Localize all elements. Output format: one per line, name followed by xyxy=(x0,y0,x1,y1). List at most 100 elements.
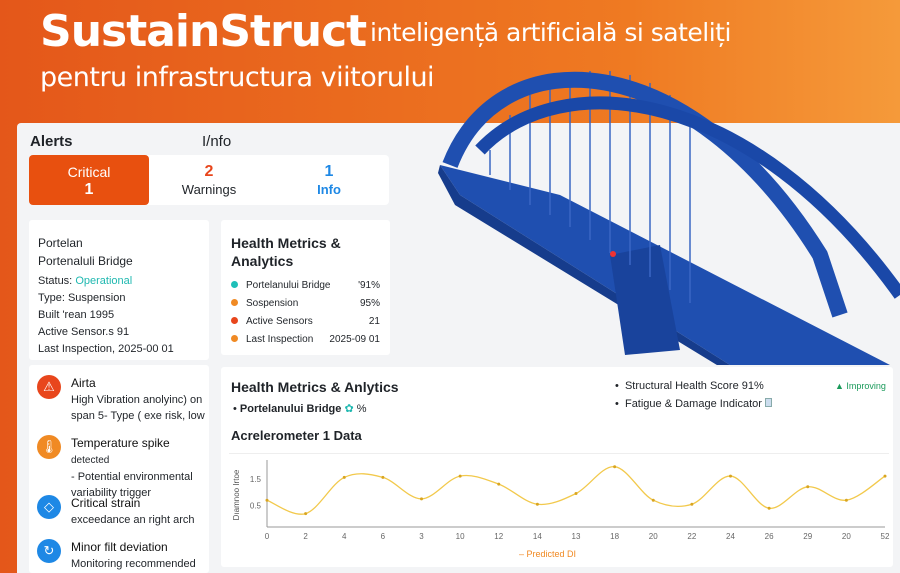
tab-count: 1 xyxy=(84,181,94,198)
x-tick-label: 6 xyxy=(381,532,386,541)
series-line xyxy=(266,466,886,515)
data-point xyxy=(729,474,732,478)
alert-tabs: Critical 1 2 Warnings 1 Info xyxy=(29,155,389,205)
y-tick-label: 0.5 xyxy=(250,502,262,511)
x-tick-label: 18 xyxy=(610,532,619,541)
x-tick-label: 14 xyxy=(533,532,542,541)
x-tick-label: 20 xyxy=(842,532,851,541)
tab-info[interactable]: 1 Info xyxy=(269,155,389,205)
metric-label: Portelanului Bridge xyxy=(246,280,331,291)
tab-warnings[interactable]: 2 Warnings xyxy=(149,155,269,205)
analytics-bridge: Portelanului Bridge xyxy=(239,403,342,415)
app-title: SustainStruct xyxy=(40,6,367,57)
thermometer-icon: 🌡 xyxy=(37,435,61,459)
status-dot-icon xyxy=(231,335,238,342)
x-tick-label: 4 xyxy=(342,532,347,541)
app-subtitle-2: pentru infrastructura viitorului xyxy=(40,62,435,93)
alert-title-suffix: detected xyxy=(71,455,110,466)
metric-row: Sospension xyxy=(231,298,298,309)
metric-row: Last Inspection xyxy=(231,334,313,345)
analytics-title: Health Metrics & Anlytics xyxy=(231,379,399,395)
data-point xyxy=(574,492,578,495)
alert-title: Airta xyxy=(71,376,96,390)
alerts-heading: Alerts xyxy=(30,133,73,150)
tab-label: Info xyxy=(317,182,341,197)
metric-value: 2025-09 01 xyxy=(329,334,380,345)
y-tick-label: 1.5 xyxy=(250,475,262,484)
strain-icon: ◇ xyxy=(37,495,61,519)
fatigue-indicator: Fatigue & Damage Indicator xyxy=(624,398,762,410)
y-axis-label: Dıamnoo Irtoe xyxy=(232,469,241,520)
metric-value: '91% xyxy=(358,280,380,291)
data-point xyxy=(342,475,346,479)
card-title: Health Metrics & Analytics xyxy=(231,235,341,269)
bridge-3d-illustration xyxy=(438,71,900,365)
award-icon: ✿ xyxy=(344,403,354,415)
data-point xyxy=(458,474,462,478)
x-tick-label: 13 xyxy=(572,532,581,541)
x-tick-label: 3 xyxy=(419,532,424,541)
analytics-card: Health Metrics & Anlytics • Portelanului… xyxy=(221,367,893,567)
data-point xyxy=(497,482,501,486)
x-tick-label: 52 xyxy=(881,532,890,541)
x-tick-label: 12 xyxy=(494,532,503,541)
data-point xyxy=(304,512,308,516)
chart-legend: – Predicted DI xyxy=(519,549,577,559)
status-label: Status: xyxy=(38,275,73,287)
bridge-info-card: Portelan Portenaluli Bridge Status: Oper… xyxy=(29,220,209,360)
data-point xyxy=(613,465,617,469)
data-point xyxy=(535,502,539,506)
data-point xyxy=(883,474,887,478)
status-dot-icon xyxy=(231,281,238,288)
refresh-icon: ↻ xyxy=(37,539,61,563)
x-tick-label: 22 xyxy=(687,532,696,541)
alert-title: Critical strain xyxy=(71,496,141,510)
health-score: Structural Health Score 91% xyxy=(624,380,764,392)
x-tick-label: 20 xyxy=(649,532,658,541)
metric-label: Sospension xyxy=(246,298,299,309)
tab-count: 1 xyxy=(324,163,334,180)
indicator-box-icon xyxy=(765,398,772,407)
alert-text: Monitoring recommended xyxy=(71,558,196,570)
x-tick-label: 10 xyxy=(456,532,465,541)
x-tick-label: 29 xyxy=(803,532,812,541)
sensor-marker xyxy=(610,251,616,257)
data-point xyxy=(844,498,848,502)
bridge-name: Portelan xyxy=(38,236,83,250)
chart-title: Acrelerometer 1 Data xyxy=(231,428,362,443)
health-metrics-card: Health Metrics & Analytics Portelanului … xyxy=(221,220,390,355)
status-badge: Operational xyxy=(75,275,133,287)
tab-critical[interactable]: Critical 1 xyxy=(29,155,149,205)
status-dot-icon xyxy=(231,317,238,324)
bridge-inspection: Last Inspection, 2025-00 01 xyxy=(38,343,174,355)
warning-icon: ⚠ xyxy=(37,375,61,399)
x-tick-label: 24 xyxy=(726,532,735,541)
metric-label: Active Sensors xyxy=(246,316,313,327)
data-point xyxy=(265,498,269,502)
tab-label: Critical xyxy=(67,164,111,180)
data-point xyxy=(690,502,694,506)
x-tick-label: 0 xyxy=(265,532,270,541)
data-point xyxy=(420,497,423,501)
alert-title: Minor filt deviation xyxy=(71,540,168,554)
trend-badge: ▲ Improving xyxy=(835,381,886,391)
metric-row: Active Sensors xyxy=(231,316,313,327)
bridge-sensors: Active Sensor.s 91 xyxy=(38,326,130,338)
bridge-value: % xyxy=(356,403,367,415)
tab-label: Warnings xyxy=(181,182,237,197)
data-point xyxy=(806,485,810,489)
metric-row: Portelanului Bridge xyxy=(231,280,331,291)
data-point xyxy=(767,506,771,510)
alert-list: ⚠ Airta High Vibration anolyinc) on span … xyxy=(29,365,209,573)
data-point xyxy=(651,498,655,502)
data-point xyxy=(381,475,385,479)
app-subtitle: inteligență artificială si sateliți xyxy=(370,18,731,47)
info-heading: I/nfo xyxy=(202,133,232,150)
metric-value: 21 xyxy=(368,316,380,327)
bridge-name-full: Portenaluli Bridge xyxy=(38,254,133,268)
bridge-built: Built 'rean 1995 xyxy=(38,309,115,321)
bridge-type: Type: Suspension xyxy=(38,292,126,304)
divider xyxy=(229,453,889,454)
tab-count: 2 xyxy=(204,163,214,180)
alert-text: - Potential environmental variability tr… xyxy=(71,471,193,499)
